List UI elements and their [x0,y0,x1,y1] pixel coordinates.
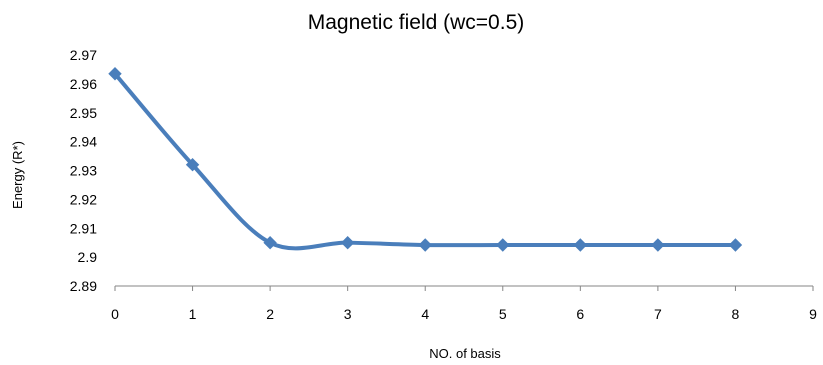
y-tick-label: 2.91 [70,220,97,236]
x-tick-label: 6 [576,306,584,322]
y-tick-label: 2.96 [70,76,97,92]
data-points [108,67,743,252]
y-tick-label: 2.94 [70,134,97,150]
x-tick-label: 1 [189,306,197,322]
data-point-marker [108,67,122,81]
data-point-marker [340,235,355,250]
x-tick-labels: 0 1 2 3 4 5 6 7 8 9 [111,306,817,322]
y-tick-label: 2.92 [70,191,97,207]
x-tick-label: 2 [266,306,274,322]
x-tick-label: 9 [809,306,817,322]
chart-title: Magnetic field (wc=0.5) [308,11,525,34]
x-axis-label: NO. of basis [429,346,501,361]
x-tick-label: 4 [421,306,429,322]
data-point-marker [418,238,432,252]
y-tick-labels: 2.97 2.96 2.95 2.94 2.93 2.92 2.91 2.9 2.89 [70,47,97,294]
y-axis-label: Energy (R*) [10,141,25,209]
x-tick-label: 7 [654,306,662,322]
data-point-marker [263,235,277,250]
x-tick-label: 8 [732,306,740,322]
y-tick-label: 2.95 [70,105,97,121]
x-axis-tick-marks [114,286,814,291]
data-point-marker [573,238,588,252]
data-point-marker [185,158,200,172]
data-point-marker [651,238,665,252]
data-point-marker [496,238,510,252]
y-tick-label: 2.97 [70,47,97,63]
x-tick-label: 3 [344,306,352,322]
x-tick-label: 5 [499,306,507,322]
y-tick-label: 2.93 [70,163,97,179]
series-line [113,71,738,251]
y-tick-label: 2.9 [78,249,98,265]
y-tick-label: 2.89 [70,278,97,294]
x-tick-label: 0 [111,306,119,322]
data-point-marker [728,238,743,252]
